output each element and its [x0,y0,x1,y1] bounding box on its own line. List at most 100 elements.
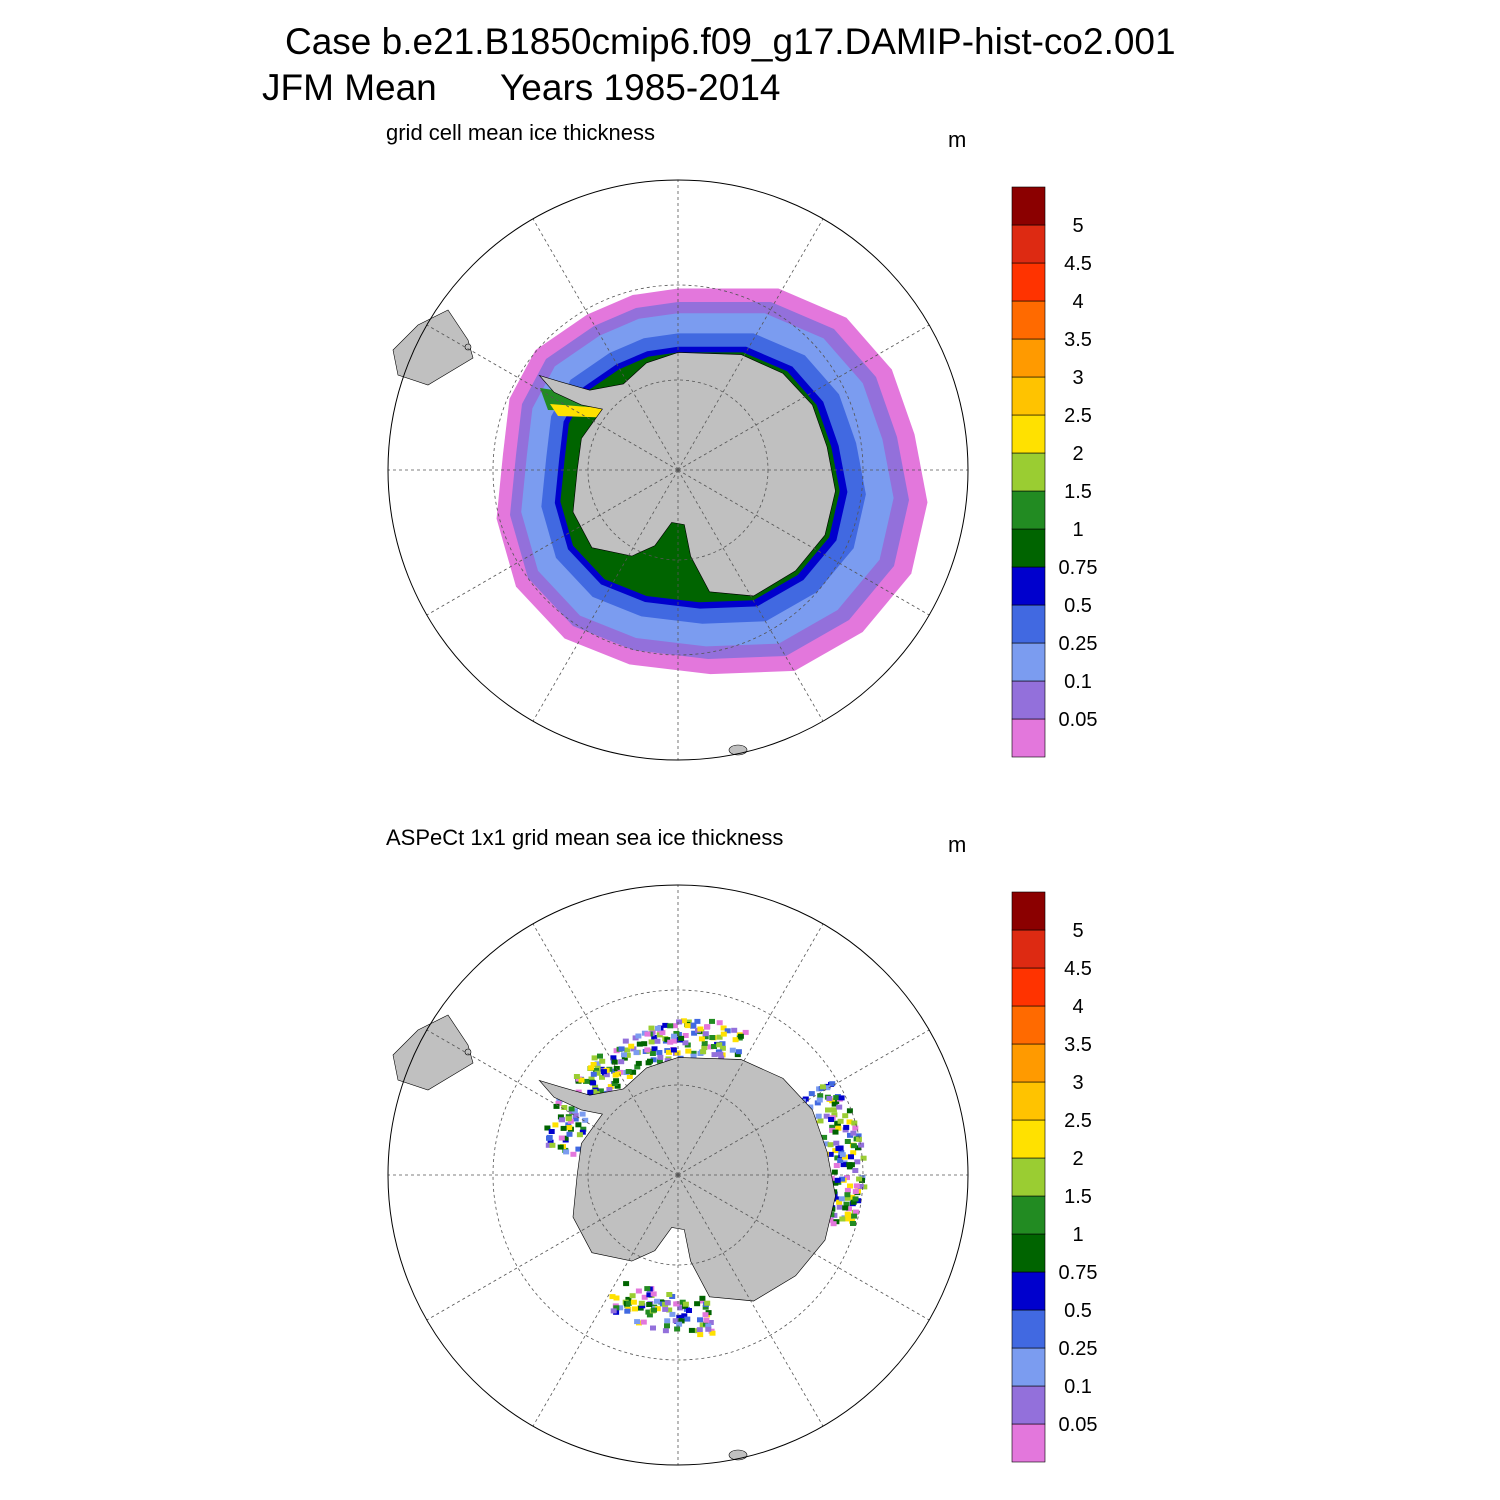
obs-cell [852,1168,859,1173]
obs-cell [638,1300,645,1306]
units: m [948,832,966,857]
obs-cell [838,1196,845,1202]
obs-cell [624,1052,631,1058]
obs-cell [817,1093,824,1099]
obs-cell [686,1308,692,1313]
colorbar-label: 3.5 [1064,1034,1092,1056]
colorbar-label: 5 [1072,215,1083,237]
obs-cell [824,1085,831,1091]
obs-cell [644,1047,651,1053]
obs-cell [560,1125,567,1131]
obs-cell [617,1305,624,1311]
colorbar-box [1011,224,1046,264]
obs-cell [835,1146,842,1151]
obs-cell [667,1039,674,1045]
obs-cell [839,1152,846,1158]
obs-cell [611,1068,617,1074]
obs-cell [597,1053,603,1059]
obs-cell [572,1112,579,1118]
obs-cell [599,1074,605,1080]
obs-cell [570,1151,577,1157]
obs-cell [844,1139,851,1144]
obs-cell [547,1139,554,1145]
obs-cell [626,1074,633,1079]
obs-cell [705,1326,712,1332]
obs-cell [621,1052,627,1058]
colorbar-label: 1 [1072,1224,1083,1246]
obs-cell [846,1206,852,1212]
obs-cell [709,1330,716,1336]
units: m [948,127,966,152]
colorbar-box [1011,1233,1046,1273]
obs-cell [833,1095,840,1101]
obs-cell [844,1192,851,1198]
obs-cell [615,1071,621,1077]
island [464,1048,472,1056]
colorbar-label: 0.1 [1064,671,1092,693]
obs-cell [650,1291,657,1297]
obs-cell [575,1122,582,1128]
obs-cell [844,1195,851,1201]
colorbar-label: 1.5 [1064,1186,1092,1208]
obs-cell [834,1155,841,1161]
obs-cell [645,1309,652,1315]
obs-cell [545,1142,552,1148]
obs-cell [592,1084,599,1090]
obs-cell [737,1033,744,1039]
obs-cell [707,1044,714,1050]
obs-cell [565,1122,572,1128]
meridian [677,469,930,616]
obs-cell [700,1049,707,1055]
colorbar-label: 0.05 [1059,709,1098,731]
meridian [532,1174,679,1427]
obs-cell [578,1077,585,1083]
obs-cell [703,1317,710,1323]
obs-cell [587,1089,594,1095]
obs-cell [669,1311,676,1317]
obs-cell [694,1301,701,1307]
colorbar-box [1011,1309,1046,1349]
obs-cell [657,1054,664,1060]
obs-cell [707,1320,714,1325]
obs-cell [717,1051,724,1057]
obs-cell [808,1091,815,1097]
obs-cell [709,1018,715,1024]
obs-cell [825,1107,831,1113]
obs-cell [588,1065,595,1071]
obs-cell [634,1064,641,1070]
obs-cell [634,1319,641,1325]
obs-cell [691,1030,698,1036]
obs-cell [576,1132,583,1138]
meridian [426,469,679,616]
meridian [532,923,679,1176]
obs-cell [732,1037,739,1043]
obs-cell [636,1041,643,1047]
obs-cell [646,1302,653,1307]
obs-cell [850,1130,857,1136]
obs-cell [628,1043,635,1049]
obs-cell [544,1125,551,1131]
colorbar-box [1011,1423,1046,1463]
obs-cell [861,1184,868,1190]
obs-cell [654,1298,660,1304]
obs-cell [552,1122,559,1128]
obs-cell [641,1041,648,1047]
obs-cell [659,1030,666,1036]
colorbar-label: 2.5 [1064,1110,1092,1132]
obs-cell [664,1300,671,1306]
obs-cell [650,1325,656,1331]
obs-cell [831,1101,838,1107]
obs-cell [667,1023,674,1029]
colorbar-box [1011,1119,1046,1159]
obs-cell [651,1046,658,1052]
obs-cell [682,1301,689,1307]
colorbar-label: 1.5 [1064,481,1092,503]
colorbar-label: 1 [1072,519,1083,541]
obs-cell [679,1299,686,1305]
obs-cell [666,1307,673,1313]
obs-cell [623,1281,630,1287]
obs-cell [843,1201,850,1207]
colorbar-box [1011,414,1046,454]
obs-cell [832,1129,839,1135]
obs-cell [651,1307,657,1313]
